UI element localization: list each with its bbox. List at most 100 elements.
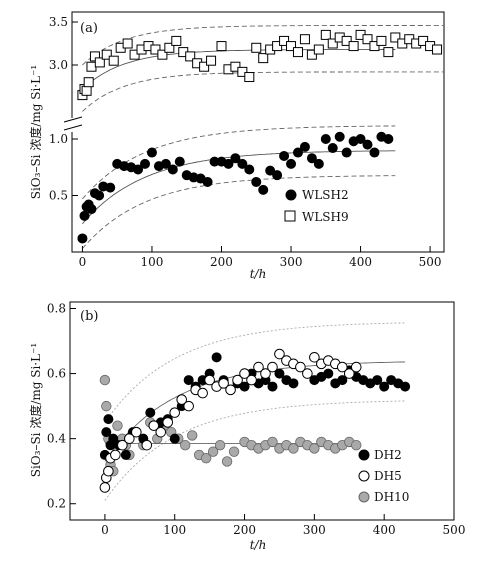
data-point-dh2 bbox=[183, 375, 194, 386]
data-point-dh2 bbox=[108, 433, 119, 444]
data-point-dh2 bbox=[211, 352, 222, 363]
fit-curve bbox=[82, 49, 396, 90]
data-point-wlsh2 bbox=[202, 176, 213, 187]
data-point-dh5 bbox=[274, 348, 285, 360]
confidence-band-upper bbox=[82, 125, 396, 200]
data-point-wlsh2 bbox=[292, 147, 303, 158]
data-point-dh10 bbox=[228, 446, 240, 457]
data-point-wlsh2 bbox=[327, 143, 338, 154]
data-point-dh2 bbox=[372, 375, 383, 386]
data-point-wlsh9 bbox=[199, 61, 210, 72]
panel-a-axis-break bbox=[62, 116, 84, 132]
data-point-wlsh2 bbox=[306, 153, 317, 164]
y-tick-label: 3.5 bbox=[49, 15, 68, 29]
data-point-dh10 bbox=[288, 443, 299, 454]
x-tick-label: 0 bbox=[79, 255, 87, 269]
data-point-wlsh9 bbox=[341, 35, 352, 46]
data-point-wlsh2 bbox=[140, 158, 151, 169]
panel-b-legend: DH2 DH5 DH10 bbox=[358, 448, 409, 504]
y-tick-label: 3.0 bbox=[49, 58, 68, 72]
data-point-wlsh9 bbox=[320, 29, 331, 40]
data-point-wlsh2 bbox=[265, 165, 276, 176]
panel-b-label: (b) bbox=[80, 309, 98, 324]
confidence-band-lower bbox=[82, 175, 396, 249]
data-point-dh2 bbox=[169, 433, 180, 444]
confidence-band-upper bbox=[82, 24, 444, 66]
x-tick-label: 400 bbox=[373, 523, 396, 537]
panel-a-x-ticks: 0 100 200 300 400 500 bbox=[79, 246, 442, 269]
data-point-wlsh2 bbox=[299, 141, 310, 152]
data-point-wlsh2 bbox=[146, 147, 157, 158]
data-point-dh2 bbox=[239, 381, 250, 392]
data-point-wlsh9 bbox=[94, 57, 105, 68]
data-point-wlsh9 bbox=[81, 85, 92, 96]
x-tick-label: 0 bbox=[101, 523, 109, 537]
data-point-wlsh9 bbox=[164, 42, 175, 53]
panel-a-x-axis-label: t/h bbox=[250, 267, 267, 281]
legend-label-dh5: DH5 bbox=[374, 469, 402, 483]
data-point-wlsh9 bbox=[101, 49, 112, 60]
data-point-wlsh9 bbox=[383, 47, 394, 58]
panel-b-x-axis-label: t/h bbox=[250, 538, 267, 552]
data-point-wlsh2 bbox=[320, 133, 331, 144]
data-point-wlsh2 bbox=[383, 133, 394, 144]
data-point-wlsh2 bbox=[362, 139, 373, 150]
data-point-dh5 bbox=[350, 361, 362, 373]
x-tick-label: 100 bbox=[163, 523, 186, 537]
data-point-wlsh2 bbox=[94, 190, 105, 201]
data-point-wlsh9 bbox=[306, 49, 317, 60]
data-point-dh5 bbox=[162, 417, 174, 428]
data-point-wlsh2 bbox=[86, 204, 97, 215]
panel-b: (b) 0 100 200 300 400 500 0.2 0.4 0.6 0.8 SiO₃–S… bbox=[28, 301, 465, 552]
data-point-wlsh2 bbox=[369, 147, 380, 158]
data-point-wlsh9 bbox=[418, 35, 429, 46]
data-point-wlsh9 bbox=[251, 42, 262, 53]
panel-a-points bbox=[77, 29, 443, 244]
data-point-wlsh2 bbox=[79, 210, 90, 221]
data-point-dh2 bbox=[145, 407, 156, 418]
legend-marker-wlsh9 bbox=[284, 210, 296, 222]
legend-marker-dh10 bbox=[358, 491, 370, 503]
data-point-wlsh9 bbox=[216, 41, 227, 52]
panel-a-y-axis-label: SiO₃–Si 浓度/mg Si·L⁻¹ bbox=[28, 65, 43, 200]
legend-marker-dh5 bbox=[358, 470, 370, 482]
data-point-wlsh9 bbox=[362, 34, 373, 45]
data-point-dh5 bbox=[169, 407, 181, 418]
data-point-wlsh2 bbox=[341, 147, 352, 158]
data-point-dh2 bbox=[400, 381, 411, 392]
y-tick-label: 0.8 bbox=[47, 302, 66, 316]
data-point-wlsh9 bbox=[376, 35, 387, 46]
data-point-dh5 bbox=[197, 387, 208, 399]
data-point-dh2 bbox=[337, 375, 348, 386]
data-point-dh10 bbox=[351, 439, 362, 451]
data-point-wlsh2 bbox=[77, 233, 88, 244]
legend-marker-dh2 bbox=[358, 449, 370, 461]
data-point-dh5 bbox=[246, 374, 257, 386]
data-point-wlsh9 bbox=[299, 34, 310, 45]
data-point-dh5 bbox=[225, 384, 236, 396]
data-point-dh10 bbox=[186, 430, 198, 441]
data-point-dh5 bbox=[183, 400, 194, 412]
data-point-dh5 bbox=[110, 449, 121, 461]
data-point-dh5 bbox=[302, 368, 313, 379]
data-point-wlsh2 bbox=[174, 156, 185, 167]
data-point-dh5 bbox=[267, 361, 278, 373]
data-point-dh2 bbox=[379, 381, 390, 392]
data-point-wlsh2 bbox=[355, 133, 366, 144]
data-point-dh10 bbox=[112, 420, 123, 431]
data-point-dh5 bbox=[253, 361, 264, 373]
y-tick-label: 0.5 bbox=[49, 189, 68, 203]
data-point-wlsh9 bbox=[258, 53, 269, 64]
data-point-dh10 bbox=[309, 443, 320, 454]
data-point-wlsh9 bbox=[185, 51, 196, 62]
panel-b-x-ticks: 0 100 200 300 400 500 bbox=[101, 514, 465, 537]
data-point-dh2 bbox=[267, 381, 278, 392]
data-point-dh10 bbox=[267, 436, 278, 448]
data-point-wlsh9 bbox=[206, 55, 217, 66]
x-tick-label: 300 bbox=[280, 255, 303, 269]
y-tick-label: 0.6 bbox=[47, 367, 66, 381]
data-point-wlsh9 bbox=[313, 44, 324, 55]
data-point-dh5 bbox=[141, 439, 153, 451]
data-point-dh5 bbox=[103, 465, 114, 477]
data-point-dh2 bbox=[274, 368, 285, 379]
